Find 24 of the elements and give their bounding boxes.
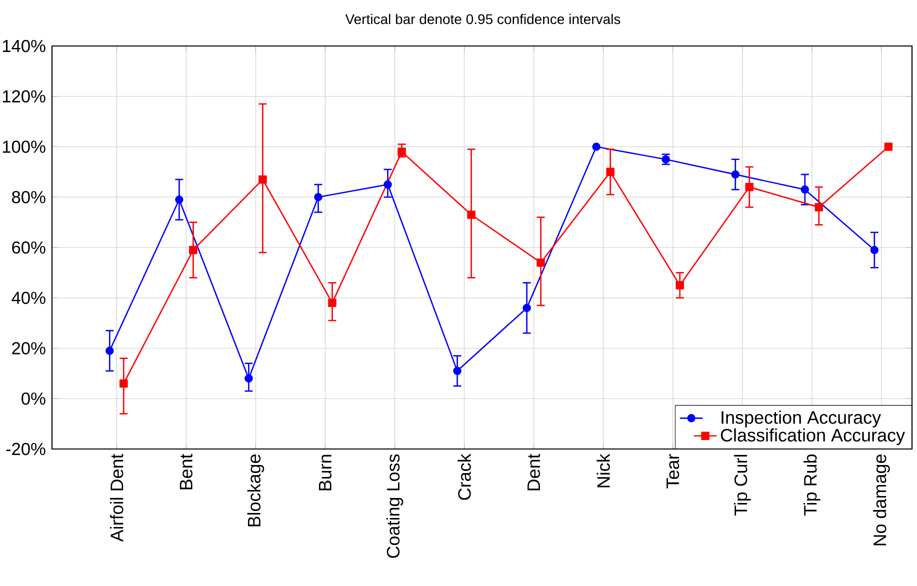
legend-label: Inspection Accuracy	[722, 410, 882, 428]
x-tick-label: Airfoil Dent	[110, 454, 124, 542]
y-tick-label: 0%	[22, 392, 46, 405]
x-tick-label: Tear	[666, 454, 680, 488]
legend-label: Classification Accuracy	[720, 428, 906, 446]
x-tick-label: Blockage	[247, 454, 264, 526]
x-tick-label: Dent	[528, 454, 540, 490]
y-tick-label: 60%	[12, 241, 46, 254]
y-tick-label: 40%	[12, 292, 46, 304]
x-tick-label: Bent	[180, 454, 192, 490]
x-tick-label: Tip Curl	[734, 454, 751, 516]
x-tick-label: Crack	[458, 454, 471, 500]
x-tick-label: Nick	[596, 454, 610, 488]
y-tick-label: 80%	[12, 190, 46, 204]
x-tick-label: Coating Loss	[386, 454, 404, 558]
x-tick-label: Burn	[318, 454, 332, 490]
x-tick-label: Tip Rub	[804, 454, 820, 516]
x-tick-label: No damage	[873, 454, 890, 546]
y-tick-label: -20%	[6, 442, 46, 456]
y-tick-label: 20%	[12, 342, 46, 354]
y-tick-label: 140%	[2, 40, 46, 52]
y-tick-label: 100%	[2, 140, 46, 153]
y-tick-label: 120%	[2, 90, 46, 103]
chart-title: Vertical bar denote 0.95 confidence intervals	[345, 14, 620, 24]
